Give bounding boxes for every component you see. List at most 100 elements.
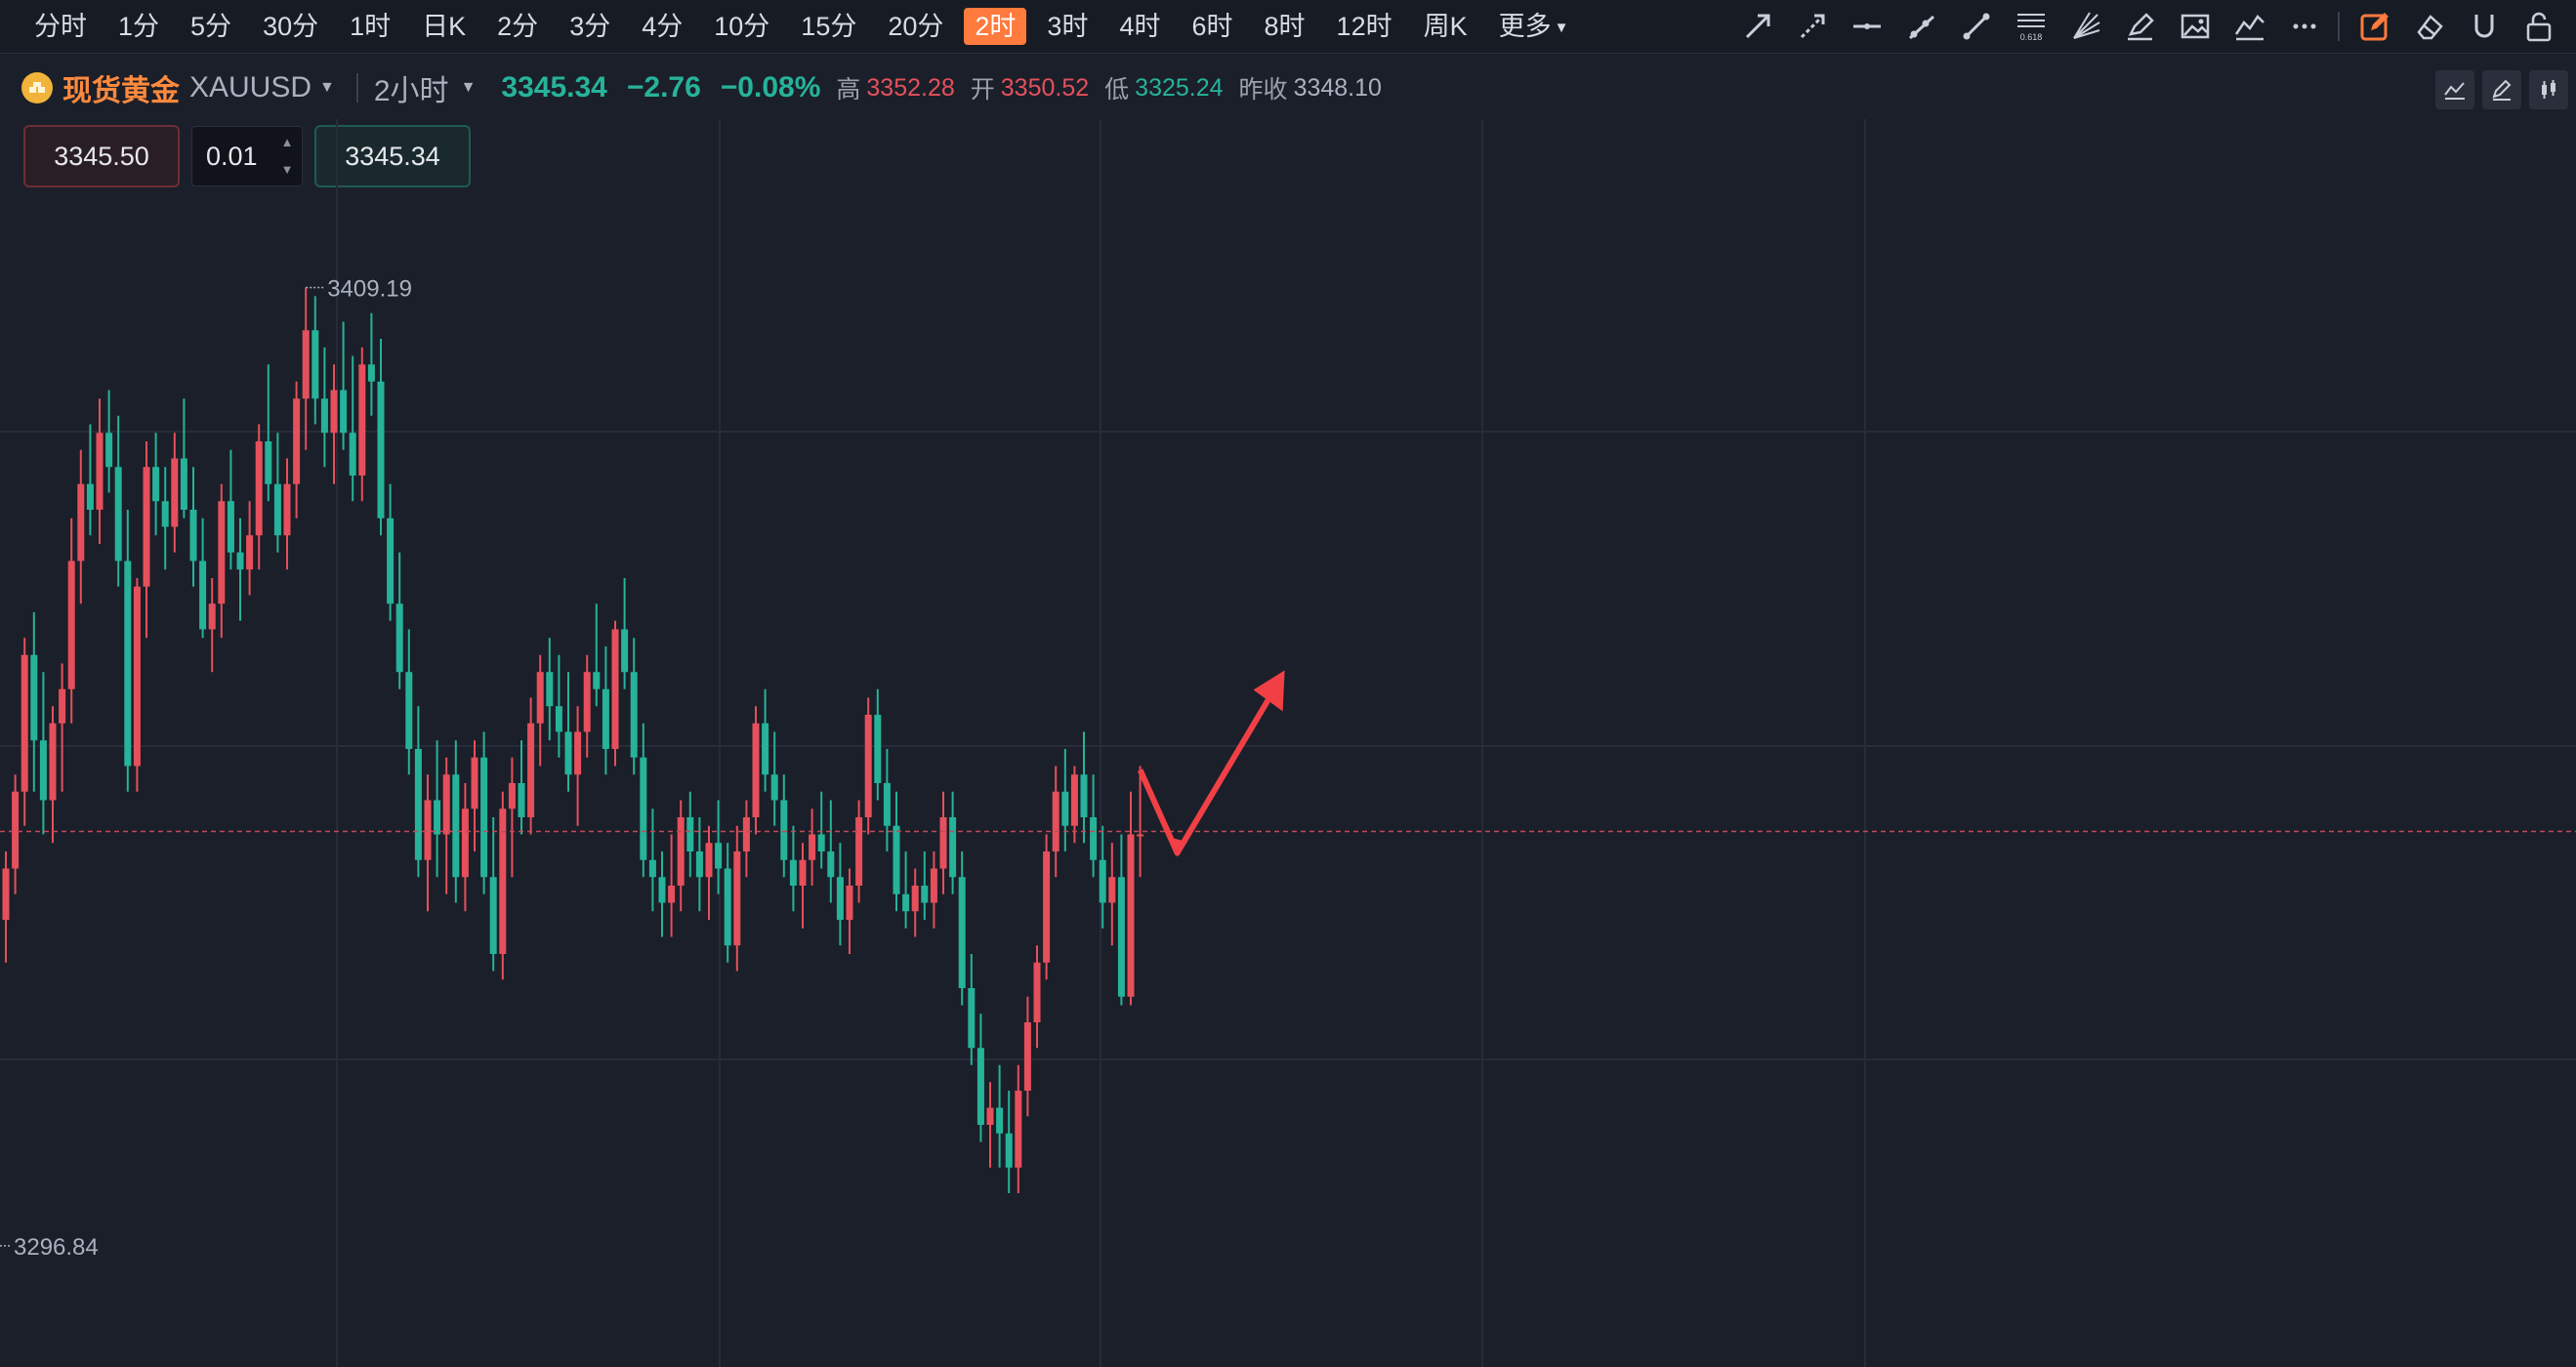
fibonacci-icon[interactable]: 0.618	[2012, 7, 2051, 46]
candle-body	[939, 817, 947, 869]
horizontal-line-icon[interactable]	[1848, 7, 1887, 46]
candle-body	[312, 330, 319, 399]
candle-body	[405, 672, 413, 749]
symbol-name[interactable]: 现货黄金	[62, 75, 180, 107]
increment-icon[interactable]: ▲	[280, 135, 294, 149]
candle-body	[227, 501, 234, 553]
chevron-down-icon: ▼	[1554, 19, 1569, 36]
candle-body	[236, 552, 244, 570]
toolbar-divider	[2338, 12, 2340, 41]
eraser-icon[interactable]	[2410, 7, 2449, 46]
divider	[355, 73, 358, 103]
period-tab-3[interactable]: 30分	[263, 12, 319, 41]
candle-body	[1043, 851, 1051, 963]
period-tab-0[interactable]: 分时	[34, 12, 87, 41]
fan-icon[interactable]	[2066, 7, 2105, 46]
candle-body	[733, 851, 741, 946]
period-tab-6[interactable]: 2分	[497, 12, 539, 41]
period-tab-2[interactable]: 5分	[190, 12, 232, 41]
candle-body	[780, 800, 788, 860]
period-tab-13[interactable]: 3时	[1047, 12, 1089, 41]
candle-body	[546, 672, 554, 707]
segment-line-icon[interactable]	[1957, 7, 1996, 46]
candle-body	[958, 877, 966, 988]
price-change-percent: −0.08%	[720, 71, 821, 104]
interval-dropdown-icon[interactable]: ▼	[460, 79, 477, 96]
candle-style-icon[interactable]	[2529, 70, 2568, 109]
lock-icon[interactable]	[2519, 7, 2558, 46]
candle-body	[105, 433, 113, 468]
candle-body	[12, 791, 20, 869]
candle-body	[949, 817, 957, 878]
interval-selector[interactable]: 2小时	[373, 75, 449, 107]
chart-side-tools	[2435, 70, 2576, 109]
candle-body	[762, 723, 769, 775]
candle-body	[770, 774, 778, 801]
candle-body	[414, 749, 422, 860]
more-periods-button[interactable]: 更多 ▼	[1488, 8, 1580, 45]
symbol-dropdown-icon[interactable]: ▼	[319, 79, 335, 96]
candlestick-chart[interactable]: 3409.19 3296.84	[0, 119, 2576, 1367]
candle-body	[358, 364, 366, 476]
candle-body	[705, 843, 713, 878]
candle-body	[461, 808, 469, 878]
period-tab-17[interactable]: 12时	[1336, 12, 1392, 41]
candle-body	[1099, 859, 1106, 903]
buy-price-button[interactable]: 3345.34	[314, 125, 471, 187]
ray-line-icon[interactable]	[1902, 7, 1941, 46]
draw-icon[interactable]	[2355, 7, 2394, 46]
candle-body	[2, 868, 10, 920]
candle-body	[574, 731, 582, 775]
symbol-code[interactable]: XAUUSD	[189, 71, 312, 104]
candle-body	[976, 1048, 984, 1125]
candle-body	[602, 688, 609, 749]
candle-body	[1127, 834, 1135, 997]
candle-body	[273, 483, 281, 536]
period-tab-14[interactable]: 4时	[1119, 12, 1161, 41]
candle-body	[499, 808, 507, 954]
indicator-icon[interactable]	[2435, 70, 2474, 109]
candle-body	[452, 774, 460, 878]
sell-price-button[interactable]: 3345.50	[23, 125, 180, 187]
chart-line-icon[interactable]	[2230, 7, 2269, 46]
candle-body	[677, 817, 685, 886]
candle-body	[77, 483, 85, 561]
period-tab-18[interactable]: 周K	[1423, 12, 1468, 41]
period-tab-11[interactable]: 20分	[888, 12, 944, 41]
period-tab-7[interactable]: 3分	[569, 12, 611, 41]
arrow-dashed-icon[interactable]	[1793, 7, 1832, 46]
candle-body	[789, 859, 797, 886]
period-tab-12[interactable]: 2时	[964, 8, 1027, 45]
magnet-icon[interactable]	[2465, 7, 2504, 46]
period-toolbar: 分时 1分 5分 30分 1时 日K 2分 3分 4分 10分 15分 20分 2时 3时 4时 6时 8时 12…	[0, 0, 2576, 54]
quantity-input[interactable]	[192, 140, 286, 173]
candle-body	[377, 381, 385, 518]
period-tab-9[interactable]: 10分	[714, 12, 770, 41]
image-icon[interactable]	[2176, 7, 2215, 46]
candle-body	[695, 851, 703, 878]
period-tab-15[interactable]: 6时	[1191, 12, 1233, 41]
candle-body	[1033, 962, 1041, 1022]
decrement-icon[interactable]: ▼	[280, 162, 294, 177]
candle-body	[124, 560, 132, 766]
candle-body	[864, 715, 872, 817]
more-icon[interactable]	[2285, 7, 2324, 46]
period-tab-5[interactable]: 日K	[422, 12, 467, 41]
candle-body	[114, 467, 122, 561]
candle-body	[489, 877, 497, 954]
high-marker-label: 3409.19	[327, 276, 412, 303]
arrow-line-icon[interactable]	[1738, 7, 1777, 46]
candle-body	[874, 715, 882, 783]
edit-icon[interactable]	[2482, 70, 2521, 109]
period-tab-16[interactable]: 8时	[1264, 12, 1306, 41]
annotation-arrow-head	[1253, 670, 1285, 712]
period-tab-10[interactable]: 15分	[801, 12, 857, 41]
more-periods-label: 更多	[1498, 12, 1552, 41]
period-tab-1[interactable]: 1分	[118, 12, 160, 41]
candle-body	[742, 817, 750, 851]
period-tab-8[interactable]: 4分	[642, 12, 684, 41]
candle-body	[855, 817, 863, 886]
brush-icon[interactable]	[2121, 7, 2160, 46]
candle-body	[367, 364, 375, 382]
period-tab-4[interactable]: 1时	[350, 12, 392, 41]
